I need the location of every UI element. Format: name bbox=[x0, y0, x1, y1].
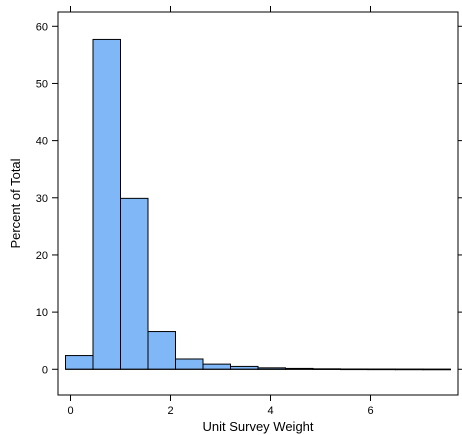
y-tick-label: 10 bbox=[36, 307, 48, 319]
x-axis-label: Unit Survey Weight bbox=[202, 419, 313, 434]
histogram-bar bbox=[65, 355, 94, 370]
histogram-bar bbox=[92, 38, 121, 370]
y-axis-label: Percent of Total bbox=[8, 158, 23, 248]
y-tick-label: 50 bbox=[36, 78, 48, 90]
x-tick-label: 4 bbox=[267, 405, 273, 417]
x-tick-label: 2 bbox=[167, 405, 173, 417]
histogram-bar bbox=[147, 331, 176, 370]
x-tick-label: 0 bbox=[67, 405, 73, 417]
x-axis: 0 2 4 6 bbox=[67, 6, 374, 417]
histogram-bar bbox=[202, 363, 231, 370]
bars-layer bbox=[65, 38, 451, 371]
histogram-bar bbox=[175, 358, 204, 370]
x-tick-label: 6 bbox=[367, 405, 373, 417]
histogram-bar bbox=[120, 197, 149, 370]
y-axis: 0 10 20 30 40 50 60 bbox=[36, 21, 462, 376]
plot-frame bbox=[57, 11, 459, 396]
y-tick-label: 60 bbox=[36, 21, 48, 33]
y-tick-label: 40 bbox=[36, 136, 48, 148]
y-tick-label: 20 bbox=[36, 250, 48, 262]
y-tick-label: 30 bbox=[36, 193, 48, 205]
y-tick-label: 0 bbox=[42, 364, 48, 376]
